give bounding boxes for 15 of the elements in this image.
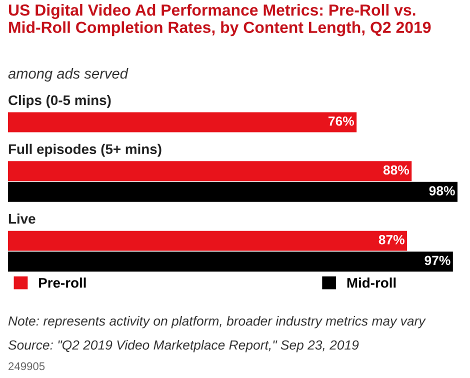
text: 249905 bbox=[8, 362, 45, 370]
chart-title: US Digital Video Ad Performance Metrics: Pre-Roll vs. Mid-Roll Completion Rates, by Content Length, Q2 2019 bbox=[8, 4, 431, 36]
legend-label: Mid-roll bbox=[347, 278, 396, 288]
y-tick-label: Live bbox=[8, 214, 36, 224]
text: Note: represents activity on platform, broader industry metrics may vary bbox=[8, 316, 426, 328]
data-label: 87% bbox=[378, 235, 404, 244]
data-label: 97% bbox=[424, 256, 450, 266]
data-label: 98% bbox=[429, 186, 455, 196]
source-note: Source: "Q2 2019 Video Marketplace Report," Sep 23, 2019 bbox=[8, 340, 359, 352]
y-tick-label: Full episodes (5+ mins) bbox=[8, 144, 162, 157]
legend-label: Pre-roll bbox=[39, 278, 86, 288]
y-tick-label: Clips (0-5 mins) bbox=[8, 94, 111, 108]
data-label: 76% bbox=[328, 116, 354, 126]
data-label: 88% bbox=[383, 165, 410, 175]
chart-subtitle: among ads served bbox=[8, 68, 128, 82]
